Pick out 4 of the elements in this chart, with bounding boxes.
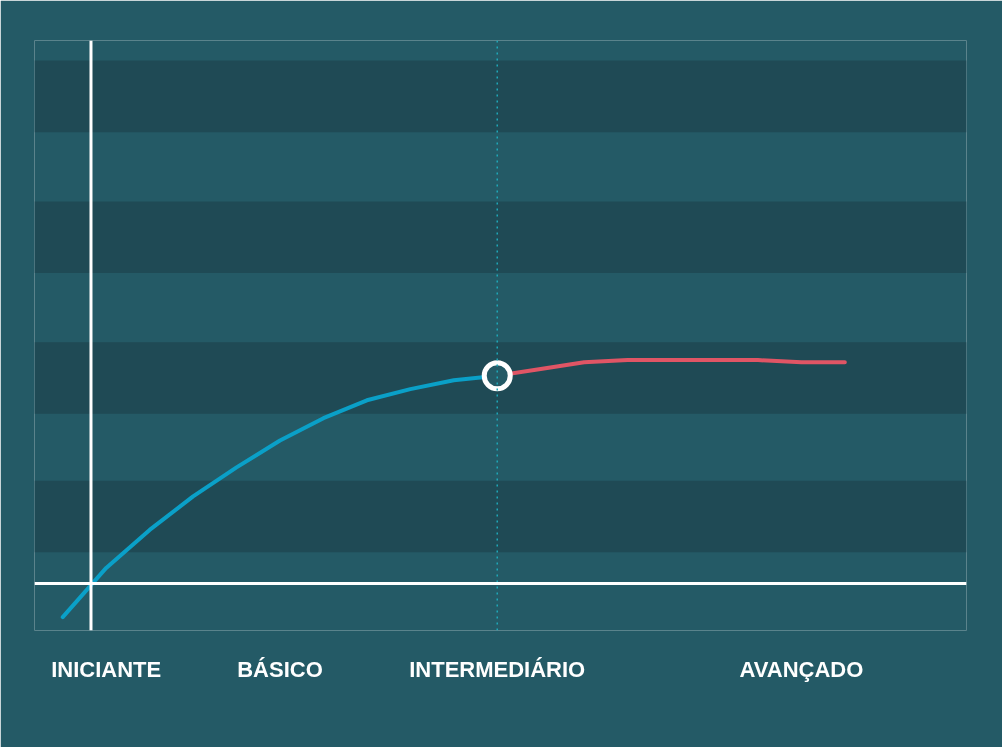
x-tick-label: INICIANTE (51, 656, 162, 682)
x-tick-label: INTERMEDIÁRIO (409, 656, 586, 682)
x-tick-label: BÁSICO (237, 656, 323, 682)
x-tick-label: AVANÇADO (739, 656, 864, 682)
